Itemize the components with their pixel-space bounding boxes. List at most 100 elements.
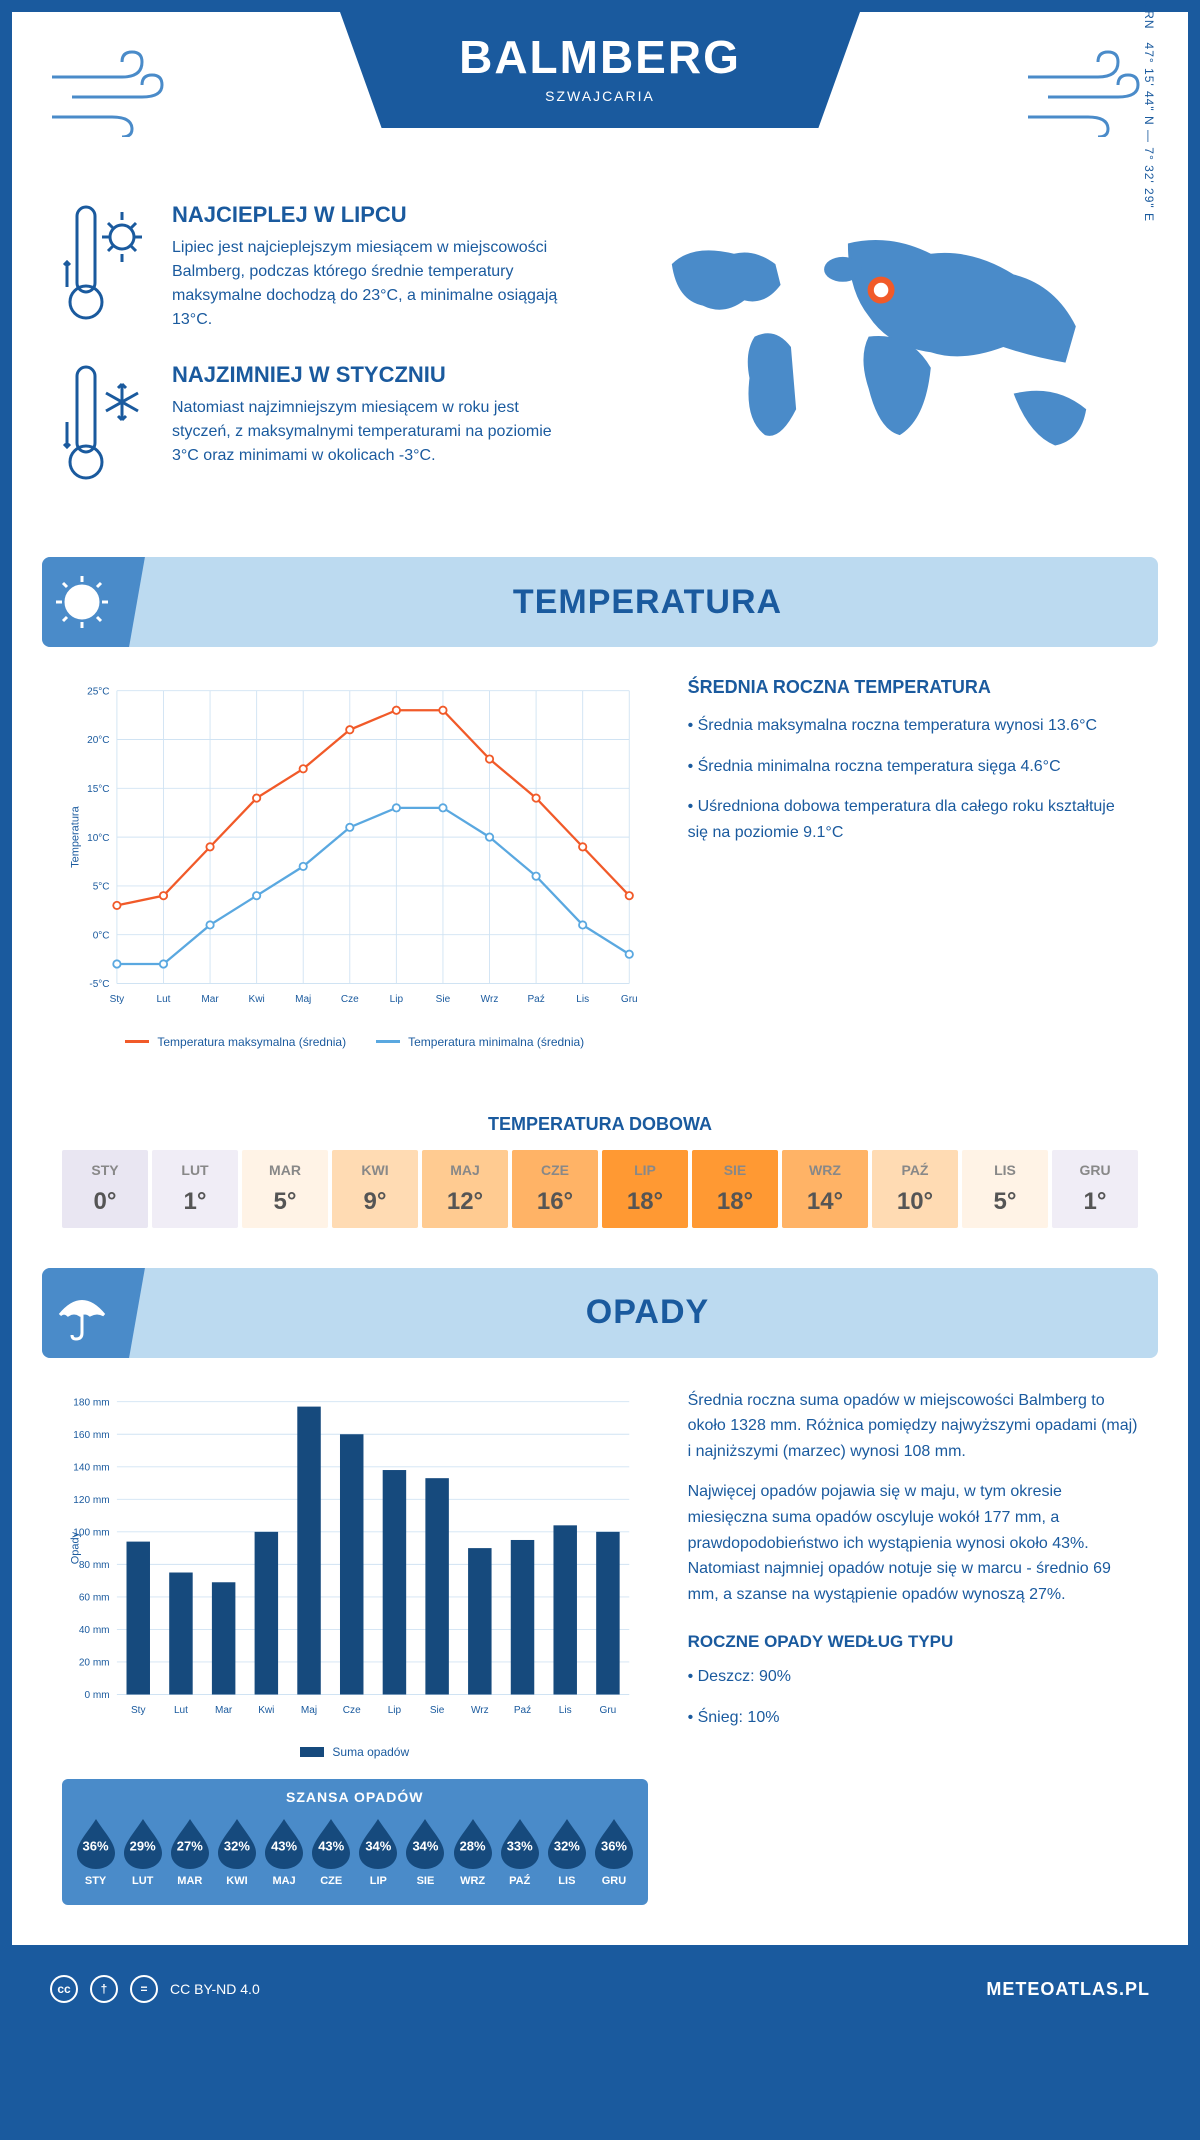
daily-temp-cell: MAR5° — [242, 1150, 328, 1228]
precip-chance-cell: 27% MAR — [168, 1817, 211, 1887]
coldest-title: NAJZIMNIEJ W STYCZNIU — [172, 362, 580, 388]
svg-text:Cze: Cze — [343, 1704, 361, 1715]
precip-chance-cell: 36% STY — [74, 1817, 117, 1887]
temperature-section-header: TEMPERATURA — [42, 557, 1158, 647]
precip-chance-cell: 34% SIE — [404, 1817, 447, 1887]
svg-text:0 mm: 0 mm — [84, 1690, 109, 1701]
daily-temp-cell: LIS5° — [962, 1150, 1048, 1228]
temperature-content: -5°C0°C5°C10°C15°C20°C25°CStyLutMarKwiMa… — [12, 677, 1188, 1089]
hottest-block: NAJCIEPLEJ W LIPCU Lipiec jest najcieple… — [62, 202, 580, 332]
temperature-legend: Temperatura maksymalna (średnia) Tempera… — [62, 1035, 648, 1049]
yearly-precip-type: ROCZNE OPADY WEDŁUG TYPU • Deszcz: 90%• … — [688, 1632, 1138, 1730]
thermometer-hot-icon — [62, 202, 152, 332]
precipitation-chart-col: 0 mm20 mm40 mm60 mm80 mm100 mm120 mm140 … — [62, 1388, 648, 1906]
temperature-summary: ŚREDNIA ROCZNA TEMPERATURA • Średnia mak… — [688, 677, 1138, 1049]
svg-text:0°C: 0°C — [93, 930, 110, 941]
footer: cc † = CC BY-ND 4.0 METEOATLAS.PL — [0, 1957, 1200, 2021]
svg-text:Opady: Opady — [69, 1531, 81, 1564]
svg-text:Temperatura: Temperatura — [69, 805, 81, 867]
svg-text:20°C: 20°C — [87, 735, 109, 746]
intro-text-col: NAJCIEPLEJ W LIPCU Lipiec jest najcieple… — [62, 202, 580, 517]
page-title: BALMBERG — [430, 30, 770, 84]
daily-temp-cell: GRU1° — [1052, 1150, 1138, 1228]
by-icon: † — [90, 1975, 118, 2003]
svg-text:-5°C: -5°C — [89, 979, 109, 990]
precip-chance-cell: 34% LIP — [357, 1817, 400, 1887]
yearly-precip-item: • Deszcz: 90% — [688, 1664, 1138, 1690]
svg-text:Mar: Mar — [215, 1704, 233, 1715]
svg-text:Wrz: Wrz — [481, 994, 499, 1005]
footer-license: cc † = CC BY-ND 4.0 — [50, 1975, 260, 2003]
cc-icon: cc — [50, 1975, 78, 2003]
page-subtitle: SZWAJCARIA — [430, 88, 770, 104]
wind-icon — [42, 47, 182, 137]
temp-bullet: • Średnia maksymalna roczna temperatura … — [688, 713, 1138, 739]
svg-text:Lis: Lis — [559, 1704, 572, 1715]
precip-chance-cell: 33% PAŹ — [498, 1817, 541, 1887]
precip-chance-panel: SZANSA OPADÓW 36% STY 29% LUT 27% MAR 32… — [62, 1779, 648, 1905]
svg-text:25°C: 25°C — [87, 686, 109, 697]
wind-icon — [1018, 47, 1158, 137]
svg-text:10°C: 10°C — [87, 833, 109, 844]
svg-text:Sie: Sie — [436, 994, 451, 1005]
svg-text:Kwi: Kwi — [249, 994, 265, 1005]
thermometer-cold-icon — [62, 362, 152, 487]
svg-text:Lut: Lut — [174, 1704, 188, 1715]
svg-text:60 mm: 60 mm — [79, 1592, 110, 1603]
header-ribbon: BALMBERG SZWAJCARIA — [340, 12, 860, 128]
svg-text:Maj: Maj — [301, 1704, 317, 1715]
header: BALMBERG SZWAJCARIA — [12, 12, 1188, 182]
svg-text:Mar: Mar — [201, 994, 219, 1005]
coldest-text: Natomiast najzimniejszym miesiącem w rok… — [172, 396, 580, 468]
footer-site: METEOATLAS.PL — [986, 1979, 1150, 2000]
temp-bullet: • Uśredniona dobowa temperatura dla całe… — [688, 794, 1138, 845]
daily-temp-cell: CZE16° — [512, 1150, 598, 1228]
svg-text:Maj: Maj — [295, 994, 311, 1005]
yearly-precip-item: • Śnieg: 10% — [688, 1705, 1138, 1731]
svg-text:80 mm: 80 mm — [79, 1560, 110, 1571]
precip-chance-cell: 36% GRU — [592, 1817, 635, 1887]
precip-chance-cell: 32% LIS — [545, 1817, 588, 1887]
svg-text:Kwi: Kwi — [258, 1704, 274, 1715]
temp-bullet: • Średnia minimalna roczna temperatura s… — [688, 754, 1138, 780]
precip-paragraph: Średnia roczna suma opadów w miejscowośc… — [688, 1388, 1138, 1465]
svg-text:Lip: Lip — [390, 994, 404, 1005]
svg-text:Lis: Lis — [576, 994, 589, 1005]
precipitation-summary: Średnia roczna suma opadów w miejscowośc… — [688, 1388, 1138, 1906]
intro-row: NAJCIEPLEJ W LIPCU Lipiec jest najcieple… — [12, 182, 1188, 557]
daily-temp-cell: STY0° — [62, 1150, 148, 1228]
precip-chance-cell: 43% CZE — [310, 1817, 353, 1887]
sun-icon — [42, 557, 147, 647]
svg-text:Lip: Lip — [388, 1704, 402, 1715]
svg-text:Sty: Sty — [131, 1704, 146, 1715]
avg-yearly-temp-title: ŚREDNIA ROCZNA TEMPERATURA — [688, 677, 1138, 698]
svg-text:40 mm: 40 mm — [79, 1625, 110, 1636]
precipitation-section-header: OPADY — [42, 1268, 1158, 1358]
page: BALMBERG SZWAJCARIA — [12, 12, 1188, 1945]
svg-text:20 mm: 20 mm — [79, 1657, 110, 1668]
svg-text:Paź: Paź — [527, 994, 544, 1005]
svg-text:5°C: 5°C — [93, 882, 110, 893]
precip-chance-cell: 32% KWI — [215, 1817, 258, 1887]
umbrella-icon — [42, 1268, 147, 1358]
temperature-title: TEMPERATURA — [137, 583, 1158, 622]
precip-chance-title: SZANSA OPADÓW — [74, 1789, 636, 1805]
svg-text:180 mm: 180 mm — [73, 1397, 109, 1408]
daily-temp-grid: STY0°LUT1°MAR5°KWI9°MAJ12°CZE16°LIP18°SI… — [12, 1150, 1188, 1268]
precip-chance-cell: 43% MAJ — [263, 1817, 306, 1887]
svg-text:140 mm: 140 mm — [73, 1462, 109, 1473]
daily-temp-cell: SIE18° — [692, 1150, 778, 1228]
daily-temp-cell: KWI9° — [332, 1150, 418, 1228]
daily-temp-cell: PAŹ10° — [872, 1150, 958, 1228]
precip-chance-cell: 28% WRZ — [451, 1817, 494, 1887]
daily-temp-cell: LUT1° — [152, 1150, 238, 1228]
precipitation-chart: 0 mm20 mm40 mm60 mm80 mm100 mm120 mm140 … — [62, 1388, 648, 1736]
hottest-text: Lipiec jest najcieplejszym miesiącem w m… — [172, 236, 580, 332]
svg-text:Wrz: Wrz — [471, 1704, 489, 1715]
precip-paragraph: Najwięcej opadów pojawia się w maju, w t… — [688, 1479, 1138, 1607]
coordinates: SOLOTHURN 47° 15' 44" N — 7° 32' 29" E — [1142, 0, 1156, 222]
precipitation-content: 0 mm20 mm40 mm60 mm80 mm100 mm120 mm140 … — [12, 1388, 1188, 1946]
coldest-block: NAJZIMNIEJ W STYCZNIU Natomiast najzimni… — [62, 362, 580, 487]
world-map: SOLOTHURN 47° 15' 44" N — 7° 32' 29" E — [620, 202, 1138, 517]
nd-icon: = — [130, 1975, 158, 2003]
